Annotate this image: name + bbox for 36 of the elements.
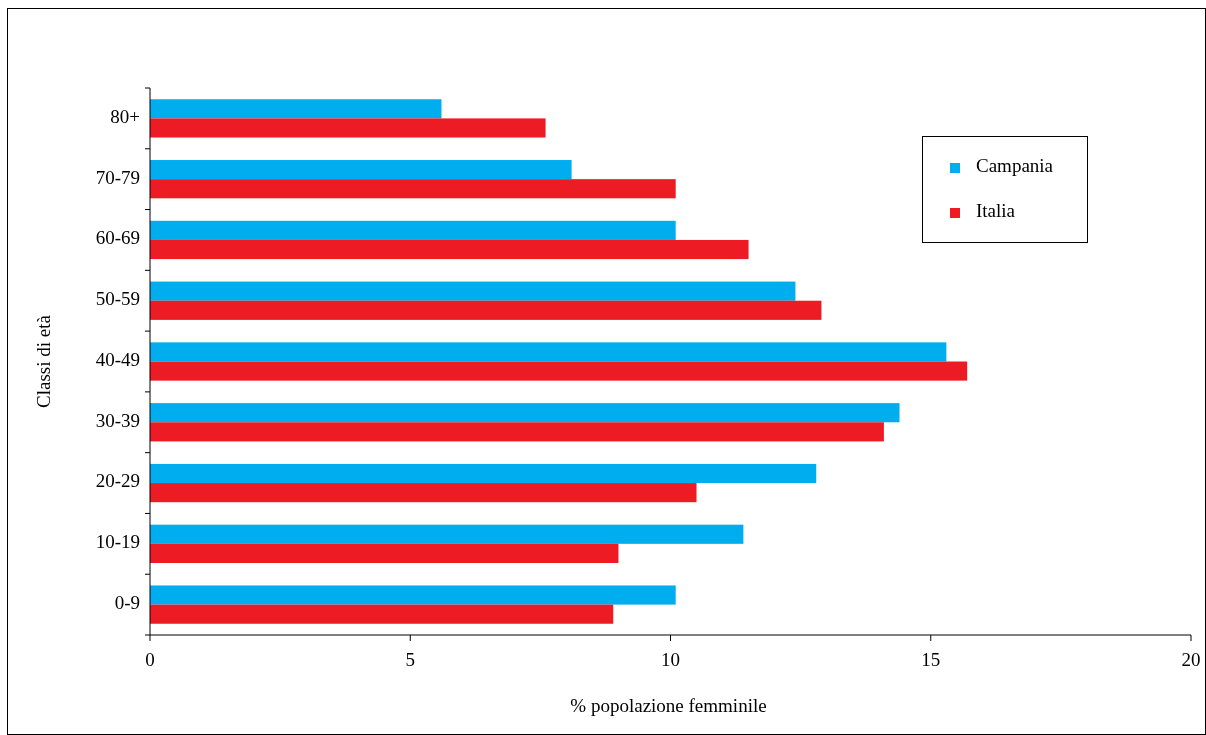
- y-tick-label: 70-79: [95, 166, 140, 188]
- y-tick-label: 50-59: [95, 288, 140, 310]
- legend-label: Italia: [976, 200, 1016, 222]
- bar: [150, 239, 749, 260]
- bar: [150, 99, 442, 119]
- x-tick-label: 20: [1181, 649, 1201, 670]
- bar: [150, 403, 900, 423]
- y-tick-label: 30-39: [95, 409, 140, 431]
- y-tick-label: 20-29: [95, 470, 140, 492]
- bar: [150, 463, 817, 484]
- x-tick-label: 15: [921, 649, 941, 670]
- bar: [150, 543, 619, 563]
- bar: [150, 281, 796, 301]
- y-tick-label: 40-49: [95, 348, 140, 370]
- bar: [150, 483, 697, 503]
- x-tick-label: 5: [405, 649, 415, 670]
- bar: [150, 422, 884, 442]
- bar: [150, 604, 614, 624]
- x-tick-label: 0: [145, 649, 155, 670]
- y-axis-title: Classi di età: [33, 314, 54, 408]
- bar: [150, 220, 676, 240]
- bar: [150, 179, 676, 199]
- y-tick-label: 0-9: [114, 591, 140, 613]
- bar: [150, 160, 572, 180]
- bar: [150, 342, 947, 362]
- y-tick-label: 60-69: [95, 227, 140, 249]
- x-tick-label: 10: [661, 649, 680, 670]
- x-axis-title: % popolazione femminile: [570, 695, 767, 716]
- y-tick-label: 10-19: [95, 531, 140, 553]
- y-tick-label: 80+: [110, 105, 140, 127]
- bar: [150, 585, 676, 605]
- bar: [150, 118, 546, 138]
- bar: [150, 300, 822, 320]
- bar: [150, 524, 744, 544]
- legend-label: Campania: [976, 155, 1054, 177]
- bar: [150, 361, 968, 381]
